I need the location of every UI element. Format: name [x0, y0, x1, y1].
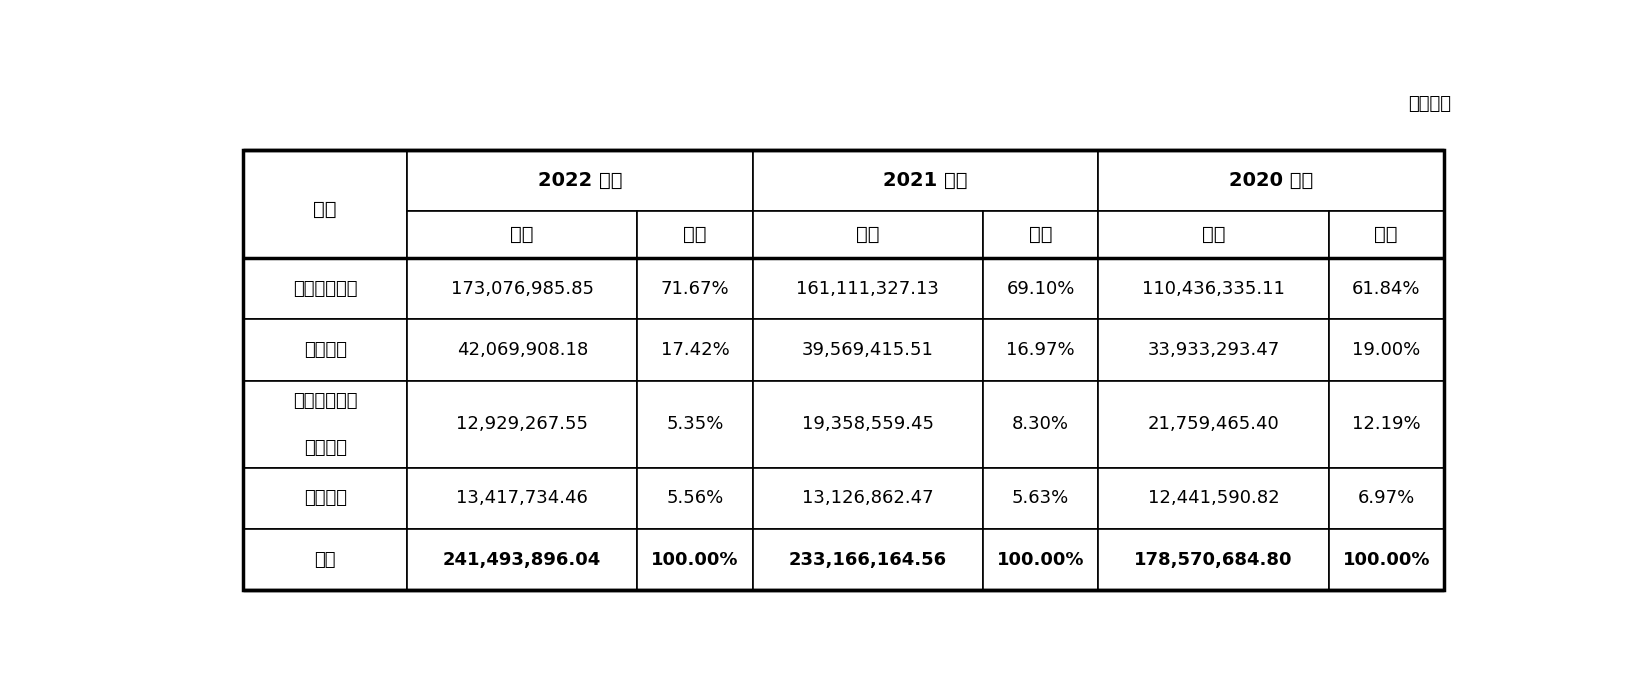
Text: 19,358,559.45: 19,358,559.45	[802, 415, 934, 433]
Text: 100.00%: 100.00%	[996, 551, 1085, 569]
Text: 项目: 项目	[313, 200, 336, 219]
Text: 21,759,465.40: 21,759,465.40	[1147, 415, 1280, 433]
Bar	[1329, 468, 1444, 529]
Text: 第三方产品销: 第三方产品销	[292, 392, 358, 410]
Text: 比例: 比例	[1375, 225, 1398, 244]
Text: 售与集成: 售与集成	[304, 439, 346, 457]
Bar	[407, 211, 637, 258]
Bar	[983, 258, 1098, 319]
Text: 比例: 比例	[1029, 225, 1052, 244]
Bar	[753, 211, 983, 258]
Text: 6.97%: 6.97%	[1357, 490, 1415, 507]
Bar	[1329, 381, 1444, 468]
Text: 2022 年度: 2022 年度	[538, 171, 622, 190]
Text: 178,570,684.80: 178,570,684.80	[1134, 551, 1293, 569]
Bar	[637, 211, 753, 258]
Text: 13,417,734.46: 13,417,734.46	[456, 490, 587, 507]
Text: 110,436,335.11: 110,436,335.11	[1142, 280, 1285, 298]
Text: 100.00%: 100.00%	[651, 551, 738, 569]
Text: 33,933,293.47: 33,933,293.47	[1147, 341, 1280, 359]
Bar	[983, 211, 1098, 258]
Text: 100.00%: 100.00%	[1342, 551, 1429, 569]
Text: 19.00%: 19.00%	[1352, 341, 1421, 359]
Bar	[637, 319, 753, 381]
Bar	[983, 468, 1098, 529]
Bar	[1329, 529, 1444, 590]
Bar	[1098, 211, 1329, 258]
Text: 合计: 合计	[315, 551, 336, 569]
Bar	[1329, 319, 1444, 381]
Text: 比例: 比例	[683, 225, 707, 244]
Text: 5.35%: 5.35%	[666, 415, 724, 433]
Text: 5.63%: 5.63%	[1012, 490, 1070, 507]
Text: 12.19%: 12.19%	[1352, 415, 1421, 433]
Text: 17.42%: 17.42%	[661, 341, 729, 359]
Text: 161,111,327.13: 161,111,327.13	[796, 280, 939, 298]
Text: 173,076,985.85: 173,076,985.85	[451, 280, 594, 298]
Text: 13,126,862.47: 13,126,862.47	[802, 490, 934, 507]
Text: 71.67%: 71.67%	[661, 280, 729, 298]
Bar	[983, 381, 1098, 468]
Text: 233,166,164.56: 233,166,164.56	[789, 551, 947, 569]
Text: 2020 年度: 2020 年度	[1229, 171, 1313, 190]
Text: 39,569,415.51: 39,569,415.51	[802, 341, 934, 359]
Bar	[1329, 258, 1444, 319]
Bar	[983, 529, 1098, 590]
Bar	[637, 381, 753, 468]
Text: 维护服务: 维护服务	[304, 341, 346, 359]
Text: 12,929,267.55: 12,929,267.55	[456, 415, 587, 433]
Text: 金额: 金额	[1201, 225, 1226, 244]
Bar	[637, 258, 753, 319]
Bar	[983, 319, 1098, 381]
Text: 42,069,908.18: 42,069,908.18	[456, 341, 587, 359]
Text: 金额: 金额	[510, 225, 533, 244]
Bar	[637, 468, 753, 529]
Text: 8.30%: 8.30%	[1012, 415, 1070, 433]
Text: 5.56%: 5.56%	[666, 490, 724, 507]
Text: 61.84%: 61.84%	[1352, 280, 1421, 298]
Text: 软件定制开发: 软件定制开发	[292, 280, 358, 298]
Bar	[637, 529, 753, 590]
Text: 2021 年度: 2021 年度	[883, 171, 968, 190]
Text: 外包服务: 外包服务	[304, 490, 346, 507]
Text: 金额: 金额	[857, 225, 880, 244]
Text: 单位：元: 单位：元	[1408, 95, 1452, 113]
Text: 69.10%: 69.10%	[1006, 280, 1075, 298]
Text: 16.97%: 16.97%	[1006, 341, 1075, 359]
Text: 241,493,896.04: 241,493,896.04	[443, 551, 601, 569]
Text: 12,441,590.82: 12,441,590.82	[1147, 490, 1280, 507]
Bar	[1329, 211, 1444, 258]
